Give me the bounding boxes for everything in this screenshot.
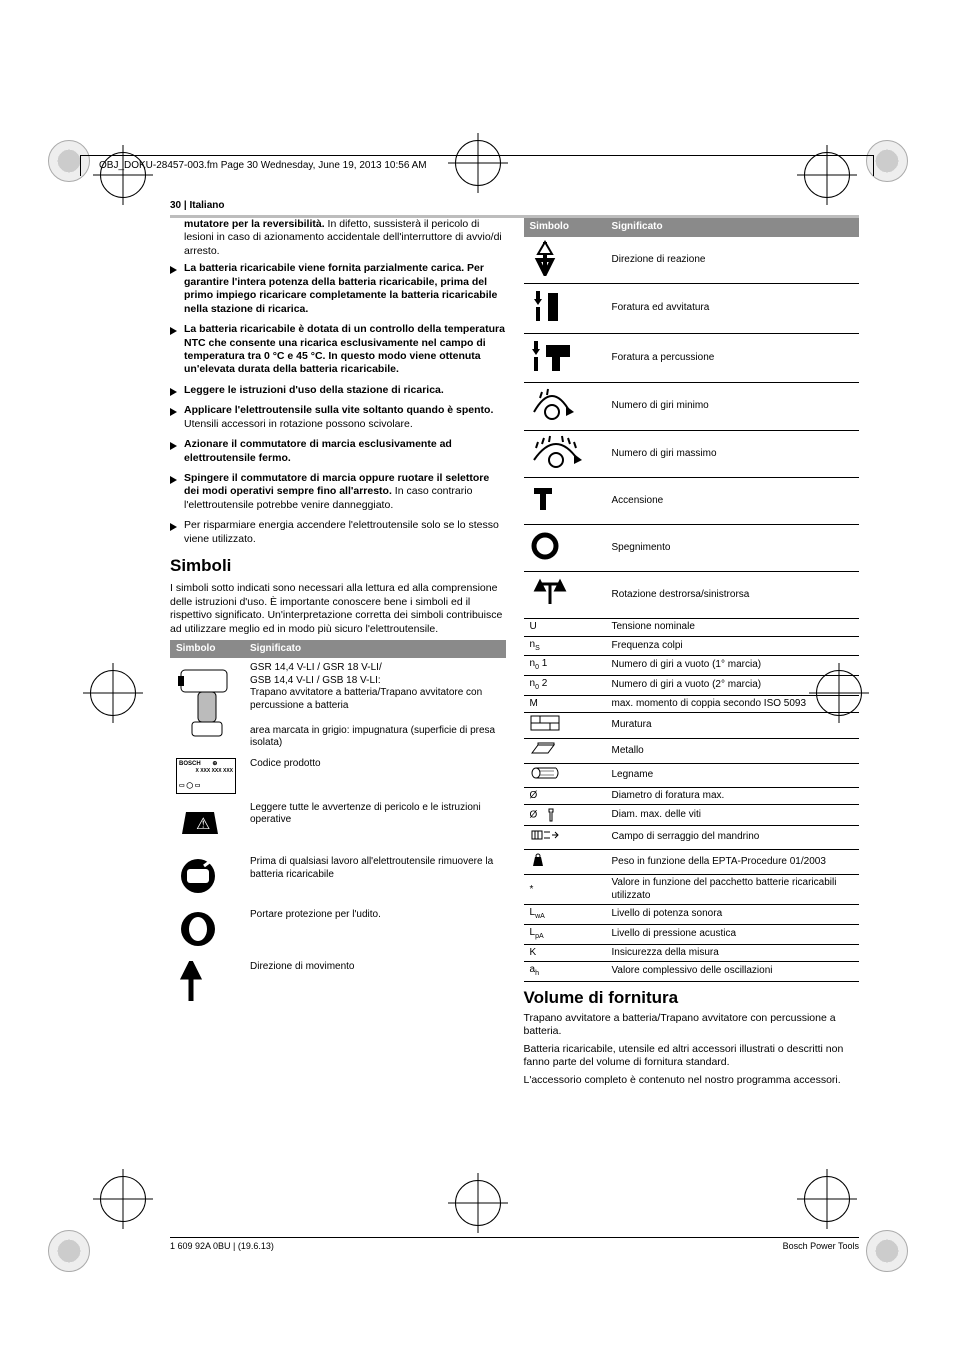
th-symbol: Simbolo <box>170 640 244 659</box>
sym-text: Rotazione destrorsa/sinistrorsa <box>606 572 860 619</box>
sym-rpm-max <box>524 430 606 478</box>
sym-u: U <box>524 619 606 637</box>
corner-ornament <box>48 1230 90 1272</box>
page-footer: 1 609 92A 0BU | (19.6.13) Bosch Power To… <box>170 1237 859 1251</box>
footer-left: 1 609 92A 0BU | (19.6.13) <box>170 1241 274 1251</box>
sym-text: Foratura a percussione <box>606 333 860 383</box>
sym-book-warn: ⚠ <box>170 798 244 853</box>
sym-n0-2: n0 2 <box>524 676 606 696</box>
list-item: La batteria ricaricabile è dotata di un … <box>170 323 506 377</box>
page: OBJ_DOKU-28457-003.fm Page 30 Wednesday,… <box>0 0 954 1351</box>
sym-text: Numero di giri minimo <box>606 383 860 431</box>
corner-ornament <box>866 1230 908 1272</box>
sym-ah: ah <box>524 962 606 982</box>
sym-star: * <box>524 875 606 905</box>
volume-p1: Trapano avvitatore a batteria/Trapano av… <box>524 1012 860 1039</box>
section-title-volume: Volume di fornitura <box>524 988 860 1008</box>
sym-battery-remove <box>170 852 244 905</box>
sym-text: GSR 14,4 V-LI / GSR 18 V-LI/ GSB 14,4 V-… <box>244 658 506 754</box>
section-desc: I simboli sotto indicati sono necessari … <box>170 582 506 636</box>
volume-p3: L'accessorio completo è contenuto nel no… <box>524 1074 860 1087</box>
sym-brick <box>524 713 606 739</box>
svg-text:⚠: ⚠ <box>196 816 210 833</box>
volume-p2: Batteria ricaricabile, utensile ed altri… <box>524 1043 860 1070</box>
sym-arrow-react <box>524 237 606 284</box>
sym-m: M <box>524 695 606 713</box>
columns: mutatore per la reversibilità. In difett… <box>170 218 859 1091</box>
th-symbol: Simbolo <box>524 218 606 237</box>
sym-text: Numero di giri massimo <box>606 430 860 478</box>
sym-on <box>524 478 606 525</box>
th-meaning: Significato <box>606 218 860 237</box>
sym-off <box>524 525 606 572</box>
sym-text: Prima di qualsiasi lavoro all'elettroute… <box>244 852 506 905</box>
sym-weight <box>524 849 606 875</box>
list-item: Leggere le istruzioni d'uso della stazio… <box>170 384 506 397</box>
sym-lwa: LwA <box>524 905 606 925</box>
sym-text: Portare protezione per l'udito. <box>244 905 506 958</box>
footer-right: Bosch Power Tools <box>783 1241 859 1251</box>
sym-text: Direzione di movimento <box>244 957 506 1012</box>
sym-k: K <box>524 944 606 962</box>
sym-hammer-drill <box>524 333 606 383</box>
sym-arrow-move <box>170 957 244 1012</box>
list-item: Per risparmiare energia accendere l'elet… <box>170 519 506 546</box>
sym-metal <box>524 738 606 764</box>
list-item: Applicare l'elettroutensile sulla vite s… <box>170 404 506 431</box>
section-title-simboli: Simboli <box>170 556 506 576</box>
doc-header-text: OBJ_DOKU-28457-003.fm Page 30 Wednesday,… <box>99 160 427 171</box>
sym-rpm-min <box>524 383 606 431</box>
list-item: La batteria ricaricabile viene fornita p… <box>170 262 506 316</box>
sym-label: BOSCH ⊕X XXX XXX XXX▭ ◯ ▭ <box>170 754 244 798</box>
sym-ear-protection <box>170 905 244 958</box>
registration-mark <box>100 1176 146 1222</box>
sym-diameter: Ø <box>524 787 606 805</box>
list-item: Azionare il commutatore di marcia esclus… <box>170 438 506 465</box>
sym-n0-1: n0 1 <box>524 656 606 676</box>
th-meaning: Significato <box>244 640 506 659</box>
sym-text: Foratura ed avvitatura <box>606 284 860 334</box>
intro-bold: mutatore per la reversibilità. <box>184 218 325 230</box>
registration-mark <box>90 670 136 716</box>
sym-lpa: LpA <box>524 925 606 945</box>
sym-wood <box>524 764 606 788</box>
list-item: Spingere il commutatore di marcia oppure… <box>170 472 506 512</box>
doc-header: OBJ_DOKU-28457-003.fm Page 30 Wednesday,… <box>80 155 874 176</box>
sym-text: Accensione <box>606 478 860 525</box>
page-number: 30 <box>170 200 181 211</box>
bullet-list: La batteria ricaricabile viene fornita p… <box>170 262 506 546</box>
sym-drill <box>170 658 244 754</box>
sym-screw-drill <box>524 284 606 334</box>
right-column: Simbolo Significato Direzione di reazion… <box>524 218 860 1091</box>
sym-chuck <box>524 826 606 850</box>
page-lang: Italiano <box>189 200 224 211</box>
symbol-table-left: Simbolo Significato <box>170 640 506 1012</box>
sym-text: Spegnimento <box>606 525 860 572</box>
sym-text: Direzione di reazione <box>606 237 860 284</box>
left-column: mutatore per la reversibilità. In difett… <box>170 218 506 1091</box>
page-header: 30 | Italiano <box>170 200 859 211</box>
symbol-table-right: Simbolo Significato Direzione di reazion… <box>524 218 860 982</box>
sym-ns: nS <box>524 636 606 656</box>
sym-diameter-screw: Ø <box>524 805 606 826</box>
sym-text: Codice prodotto <box>244 754 506 798</box>
sym-lr-rotation <box>524 572 606 619</box>
sym-text: Leggere tutte le avvertenze di pericolo … <box>244 798 506 853</box>
content-area: 30 | Italiano mutatore per la reversibil… <box>170 200 859 1221</box>
